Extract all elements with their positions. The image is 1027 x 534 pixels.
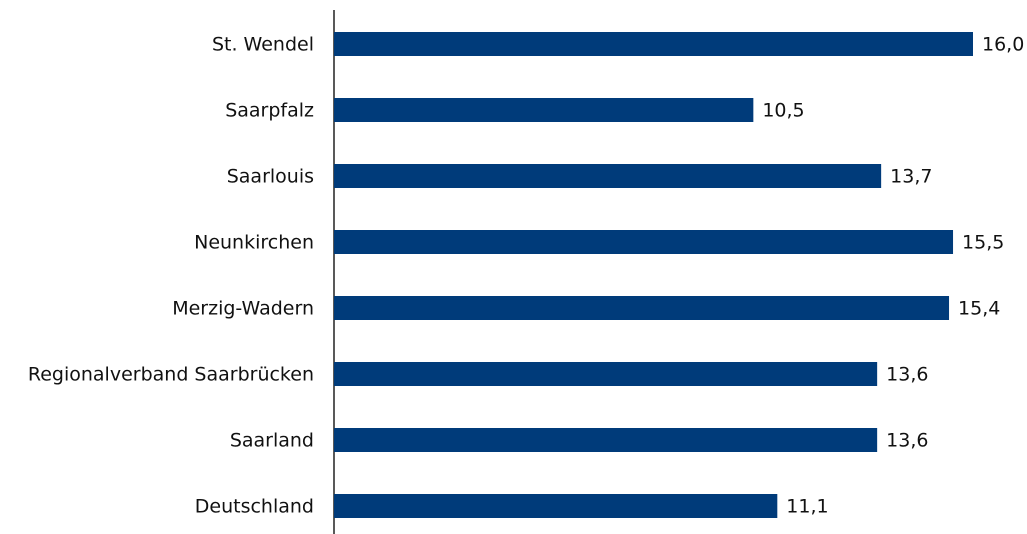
value-label: 13,7: [890, 166, 932, 188]
value-label: 10,5: [762, 100, 804, 122]
category-label: Deutschland: [195, 496, 314, 518]
value-label: 11,1: [786, 496, 828, 518]
category-label: St. Wendel: [212, 34, 314, 56]
bar: [334, 98, 754, 122]
bar: [334, 164, 882, 188]
category-label: Saarland: [230, 430, 314, 452]
category-label: Merzig-Wadern: [172, 298, 314, 320]
value-label: 15,5: [962, 232, 1004, 254]
category-label: Neunkirchen: [194, 232, 314, 254]
value-label: 13,6: [886, 430, 928, 452]
category-label: Saarpfalz: [225, 100, 314, 122]
bar: [334, 32, 973, 56]
category-label: Regionalverband Saarbrücken: [28, 364, 314, 386]
bar: [334, 494, 778, 518]
bar: [334, 428, 878, 452]
value-label: 15,4: [958, 298, 1000, 320]
value-label: 16,0: [982, 34, 1024, 56]
bar: [334, 230, 954, 254]
value-label: 13,6: [886, 364, 928, 386]
bar: [334, 362, 878, 386]
bar: [334, 296, 950, 320]
category-label: Saarlouis: [227, 166, 314, 188]
